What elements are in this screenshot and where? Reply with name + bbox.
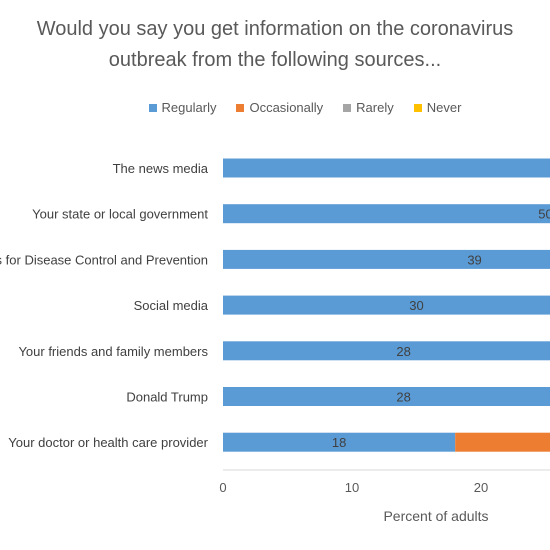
legend-swatch-regularly [148,103,157,112]
legend-label-never: Never [426,100,462,115]
category-label: Your state or local government [32,207,208,222]
legend-item-regularly: Regularly [148,100,217,115]
category-label: Donald Trump [126,390,208,405]
data-label: 18 [332,435,346,450]
category-label: Social media [134,298,209,313]
x-tick-label: 20 [474,480,488,495]
legend-label-rarely: Rarely [356,100,394,115]
bar-segment [223,204,550,224]
x-tick-label: 0 [219,480,226,495]
category-label: Your doctor or health care provider [8,435,208,450]
chart-title-line-1: Would you say you get information on the… [36,18,514,40]
chart-title: Would you say you get information on the… [0,14,550,76]
legend-swatch-never [413,103,422,112]
category-label: Centers for Disease Control and Preventi… [0,252,208,267]
legend-item-occasionally: Occasionally [236,100,323,115]
data-label: 28 [396,344,410,359]
data-label: 30 [409,298,423,313]
bar-segment [223,158,550,178]
bar-segment [223,295,550,315]
bar-segment [223,249,550,269]
x-tick-label: 10 [345,480,359,495]
bar-segment [455,432,550,452]
chart-legend: Regularly Occasionally Rarely Never [0,100,550,115]
data-label: 50 [538,207,550,222]
data-label: 28 [396,390,410,405]
category-label: The news media [113,161,209,176]
legend-item-rarely: Rarely [343,100,394,115]
chart-title-line-2: outbreak from the following sources... [108,49,442,71]
x-axis-title: Percent of adults [383,508,488,524]
legend-label-occasionally: Occasionally [249,100,324,115]
data-label: 39 [467,252,481,267]
legend-swatch-occasionally [236,103,245,112]
bar-segment [223,432,456,452]
category-label: Your friends and family members [18,344,208,359]
bar-segment [223,341,550,361]
legend-swatch-rarely [343,103,352,112]
legend-item-never: Never [413,100,462,115]
bar-segment [223,387,550,406]
legend-label-regularly: Regularly [161,100,217,115]
